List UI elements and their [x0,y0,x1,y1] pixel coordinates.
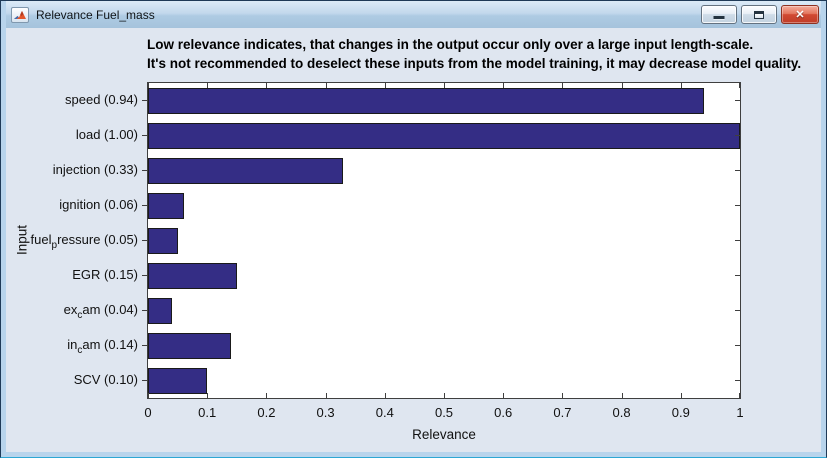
axis-tick [680,83,682,88]
axis-tick [735,345,740,346]
close-icon: ✕ [795,8,805,21]
x-tick-label: 0.8 [612,405,631,420]
axis-tick [325,83,327,88]
axis-tick [735,380,740,381]
y-tick-label: speed (0.94) [65,91,138,107]
bar-3 [148,192,184,219]
y-tick-label: load (1.00) [75,126,138,142]
axis-tick [735,205,740,206]
minimize-button[interactable] [701,5,737,24]
axis-tick [503,393,505,398]
axis-tick [562,393,564,398]
axis-tick [735,240,740,241]
bar-5 [148,262,237,289]
close-button[interactable]: ✕ [781,5,819,24]
axis-tick [266,83,268,88]
axis-tick [207,393,209,398]
axis-tick [735,310,740,311]
axis-tick [444,83,445,88]
chart-title-line2: It's not recommended to deselect these i… [147,56,802,71]
x-axis-label: Relevance [412,427,476,442]
axis-tick [325,393,327,398]
matlab-membrane-glyph [14,10,26,19]
axis-tick [207,83,209,88]
axis-tick [503,83,505,88]
axis-tick [739,393,740,398]
x-tick-label: 0.6 [494,405,513,420]
bar-2 [148,157,343,184]
y-tick-labels: speed (0.94) load (1.00) injection (0.33) i… [6,82,142,399]
axis-tick [142,135,147,136]
x-tick-labels: 0 0.1 0.2 0.3 0.4 0.5 0.6 0.7 0.8 0.9 1 [144,405,744,421]
x-tick-label: 0.7 [553,405,572,420]
axis-tick [735,135,740,136]
window-title: Relevance Fuel_mass [36,7,155,22]
chart-title-line1: Low relevance indicates, that changes in… [147,37,754,52]
x-tick-label: 0.3 [316,405,335,420]
bar-1 [148,122,740,149]
axis-tick [148,83,149,88]
y-tick-label: ignition (0.06) [59,196,138,212]
x-tick-label: 0.2 [257,405,276,420]
matlab-logo-icon[interactable] [11,6,29,23]
axis-tick [562,83,564,88]
axis-tick [621,393,623,398]
axis-tick [444,393,445,398]
axis-tick [142,310,147,311]
axis-tick [142,205,147,206]
x-tick-label: 0.1 [198,405,217,420]
y-tick-label: EGR (0.15) [72,266,138,282]
axis-tick [384,83,386,88]
minimize-icon [713,16,725,19]
y-tick-label: excam (0.04) [63,301,138,321]
x-tick-label: 0.5 [434,405,454,420]
window-controls: ✕ [701,5,819,24]
axis-tick [735,275,740,276]
axis-tick [142,275,147,276]
axis-tick [148,393,149,398]
axis-tick [142,100,147,101]
axis-tick [739,83,740,88]
x-tick-label: 0.9 [671,405,690,420]
maximize-button[interactable] [741,5,777,24]
chart-title: Low relevance indicates, that changes in… [147,35,802,73]
axis-tick [142,170,147,171]
axis-tick [142,380,147,381]
axis-tick [680,393,682,398]
axis-tick [621,83,623,88]
plot-area [147,82,741,399]
title-bar[interactable]: Relevance Fuel_mass ✕ [6,1,821,28]
axis-tick [266,393,268,398]
x-tick-label: 1 [736,405,744,420]
x-tick-label: 0 [144,405,152,420]
y-tick-label: SCV (0.10) [73,371,138,387]
y-tick-label: injection (0.33) [52,161,138,177]
axis-tick [142,240,147,241]
y-tick-label: incam (0.14) [67,336,138,356]
y-tick-label: fuelpressure (0.05) [30,231,138,251]
bar-7 [148,332,231,359]
x-tick-label: 0.4 [375,405,394,420]
bar-4 [148,227,178,254]
bar-6 [148,297,172,324]
axis-tick [142,345,147,346]
bar-0 [148,87,704,114]
bar-8 [148,367,207,394]
figure-canvas: Low relevance indicates, that changes in… [6,28,821,452]
axis-tick [735,170,740,171]
axis-tick [735,100,740,101]
axis-tick [384,393,386,398]
y-axis-ticks [142,83,147,398]
maximize-icon [754,10,764,19]
